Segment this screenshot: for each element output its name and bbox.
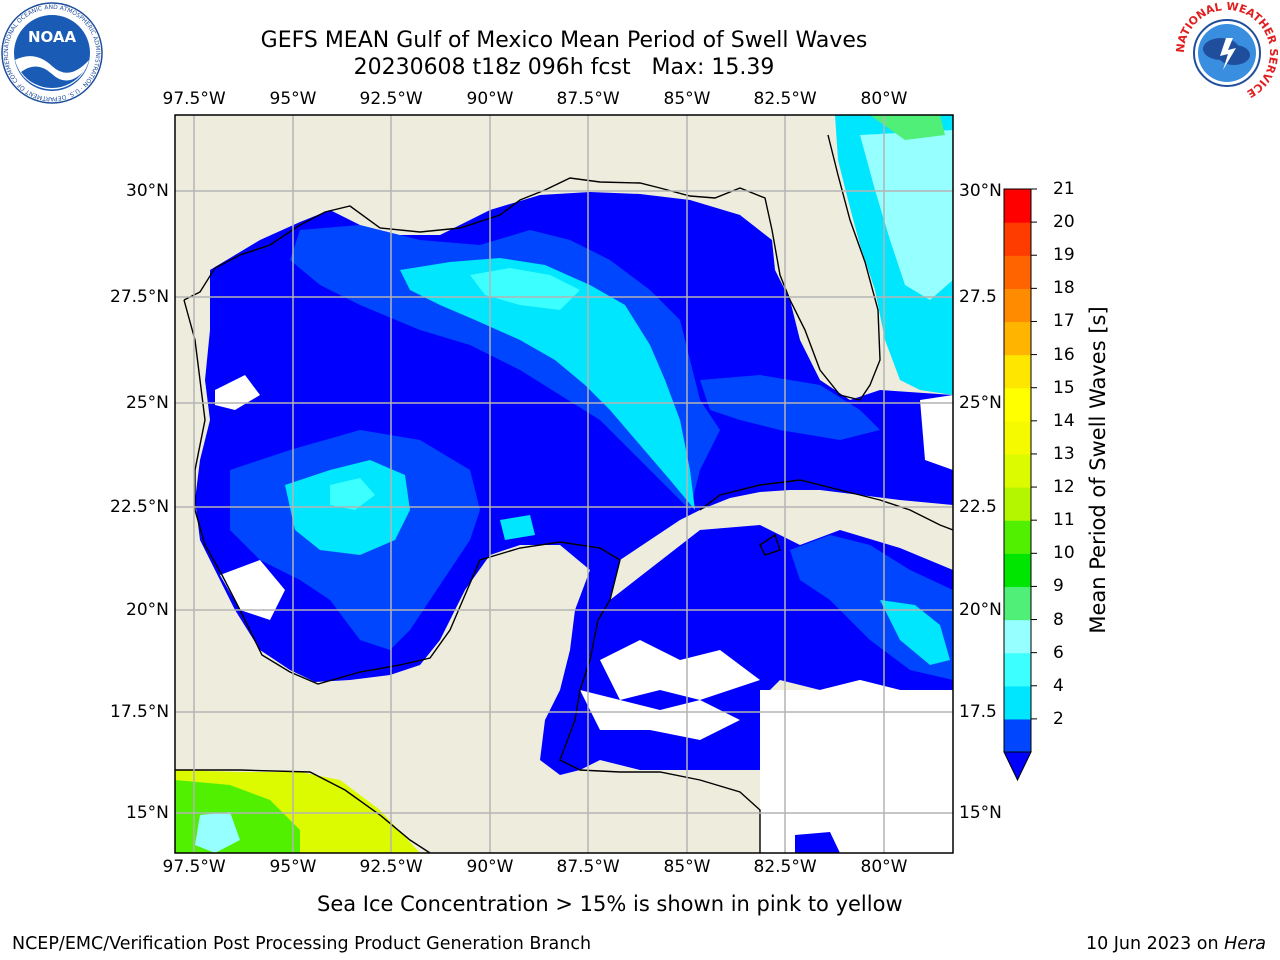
lon-label-bottom: 80°W	[860, 857, 908, 877]
colorbar-tick-label: 16	[1053, 344, 1075, 365]
lon-label-top: 97.5°W	[162, 89, 226, 109]
chart-title: GEFS MEAN Gulf of Mexico Mean Period of …	[260, 28, 868, 53]
masked-areas	[215, 375, 953, 853]
colorbar-swatch	[1004, 420, 1031, 455]
map-frame	[174, 114, 954, 854]
nws-logo: NATIONAL WEATHER SERVICE	[1174, 0, 1280, 104]
lat-label-right: 22.5	[959, 497, 997, 517]
colorbar-swatch	[1004, 222, 1031, 256]
colorbar-swatch	[1004, 685, 1031, 720]
noaa-wordmark: NOAA	[28, 28, 77, 46]
colorbar-swatch	[1004, 321, 1031, 356]
colorbar-tick-label: 15	[1053, 377, 1075, 398]
lat-label-left: 25°N	[126, 393, 169, 413]
colorbar-swatch	[1004, 586, 1031, 621]
lon-label-top: 87.5°W	[556, 89, 620, 109]
colorbar-swatch	[1004, 387, 1031, 422]
lat-label-right: 27.5	[959, 287, 997, 307]
colorbar-tick-label: 4	[1053, 675, 1064, 696]
footer-credit: NCEP/EMC/Verification Post Processing Pr…	[12, 934, 592, 954]
colorbar-swatch	[1004, 718, 1031, 753]
lon-label-top: 90°W	[466, 89, 514, 109]
colorbar-tick-label: 17	[1053, 311, 1075, 332]
footer-machine: Hera	[1224, 934, 1266, 954]
colorbar-tick-label: 13	[1053, 443, 1075, 464]
colorbar-swatch	[1004, 189, 1031, 223]
lon-label-bottom: 87.5°W	[556, 857, 620, 877]
gridlines	[175, 115, 953, 853]
colorbar-tick-label: 10	[1053, 543, 1075, 564]
lon-label-bottom: 82.5°W	[753, 857, 817, 877]
footer-date-text: 10 Jun 2023 on	[1085, 934, 1225, 954]
colorbar-tick-label: 19	[1053, 245, 1075, 266]
colorbar-tick-label: 12	[1053, 477, 1075, 498]
colorbar-swatch	[1004, 520, 1031, 554]
colorbar-swatch	[1004, 487, 1031, 521]
lat-label-left: 15°N	[126, 803, 169, 823]
lat-label-right: 20°N	[959, 600, 1002, 620]
colorbar-swatch	[1004, 288, 1031, 323]
colorbar-frame	[1003, 188, 1032, 753]
lon-label-bottom: 90°W	[466, 857, 514, 877]
lat-label-right: 30°N	[959, 181, 1002, 201]
lat-label-left: 30°N	[126, 181, 169, 201]
noaa-logo: NATIONAL OCEANIC AND ATMOSPHERIC ADMINIS…	[0, 0, 103, 104]
coastlines	[175, 134, 953, 853]
lat-label-left: 20°N	[126, 600, 169, 620]
caribbean-spot	[795, 832, 840, 853]
lon-label-bottom: 92.5°W	[359, 857, 423, 877]
lon-label-top: 92.5°W	[359, 89, 423, 109]
lat-label-left: 22.5°N	[110, 497, 170, 517]
colorbar-extend-arrow	[1003, 751, 1032, 782]
colorbar-swatch	[1004, 255, 1031, 289]
chart-subtitle-forecast: 20230608 t18z 096h fcst Max: 15.39	[353, 55, 775, 80]
colorbar-tick-label: 8	[1053, 609, 1064, 630]
lon-label-top: 82.5°W	[753, 89, 817, 109]
colorbar-swatch	[1004, 619, 1031, 654]
colorbar-tick-label: 2	[1053, 708, 1064, 729]
colorbar-swatch	[1004, 652, 1031, 687]
colorbar-tick-label: 14	[1053, 410, 1075, 431]
lon-label-bottom: 95°W	[269, 857, 317, 877]
sea-ice-note: Sea Ice Concentration > 15% is shown in …	[317, 892, 903, 916]
colorbar-tick-label: 18	[1053, 278, 1075, 299]
lon-label-top: 95°W	[269, 89, 317, 109]
colorbar-tick-label: 11	[1053, 510, 1075, 531]
lat-label-right: 15°N	[959, 803, 1002, 823]
pacific-water-cyan	[195, 812, 240, 853]
lat-label-right: 25°N	[959, 393, 1002, 413]
lat-label-right: 17.5	[959, 702, 997, 722]
colorbar-swatch	[1004, 354, 1031, 389]
contour-8-9	[330, 268, 580, 510]
colorbar-label: Mean Period of Swell Waves [s]	[1086, 306, 1110, 634]
lat-label-left: 27.5°N	[110, 287, 170, 307]
colorbar-tick-label: 21	[1053, 179, 1075, 199]
colorbar	[1003, 188, 1037, 782]
lon-label-bottom: 97.5°W	[162, 857, 226, 877]
colorbar-swatch	[1004, 553, 1031, 588]
colorbar-tick-label: 6	[1053, 642, 1064, 663]
lon-label-bottom: 85°W	[663, 857, 711, 877]
lon-label-top: 80°W	[860, 89, 908, 109]
lat-label-left: 17.5°N	[110, 702, 170, 722]
lon-label-top: 85°W	[663, 89, 711, 109]
colorbar-tick-label: 9	[1053, 576, 1064, 597]
footer-date: 10 Jun 2023 on Hera	[1086, 933, 1266, 955]
colorbar-swatch	[1004, 453, 1031, 488]
colorbar-tick-label: 20	[1053, 212, 1075, 233]
atlantic-water-green	[870, 115, 945, 140]
